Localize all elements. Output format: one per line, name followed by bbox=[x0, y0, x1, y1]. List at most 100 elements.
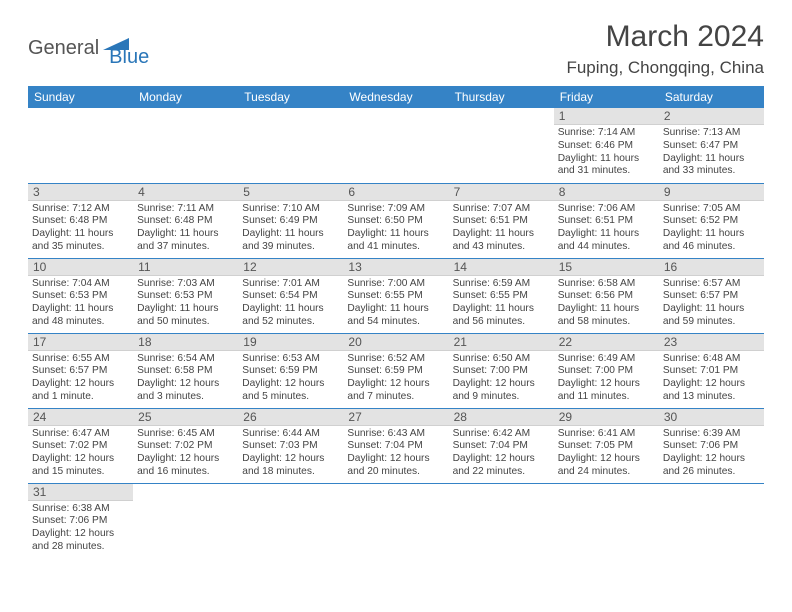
day-details: Sunrise: 7:00 AMSunset: 6:55 PMDaylight:… bbox=[343, 276, 448, 332]
day-number: 13 bbox=[343, 259, 448, 276]
logo: General Blue bbox=[28, 28, 149, 69]
weekday-header: Saturday bbox=[659, 86, 764, 108]
day-number: 5 bbox=[238, 184, 343, 201]
calendar-cell: 7Sunrise: 7:07 AMSunset: 6:51 PMDaylight… bbox=[449, 183, 554, 258]
day-details: Sunrise: 7:04 AMSunset: 6:53 PMDaylight:… bbox=[28, 276, 133, 332]
day-number: 11 bbox=[133, 259, 238, 276]
day-number: 12 bbox=[238, 259, 343, 276]
calendar-row: 31Sunrise: 6:38 AMSunset: 7:06 PMDayligh… bbox=[28, 483, 764, 558]
location: Fuping, Chongqing, China bbox=[566, 58, 764, 78]
day-number: 2 bbox=[659, 108, 764, 125]
weekday-header: Thursday bbox=[449, 86, 554, 108]
day-number: 1 bbox=[554, 108, 659, 125]
calendar-row: 10Sunrise: 7:04 AMSunset: 6:53 PMDayligh… bbox=[28, 258, 764, 333]
day-number: 4 bbox=[133, 184, 238, 201]
day-details: Sunrise: 7:03 AMSunset: 6:53 PMDaylight:… bbox=[133, 276, 238, 332]
day-details: Sunrise: 7:09 AMSunset: 6:50 PMDaylight:… bbox=[343, 201, 448, 257]
day-number: 20 bbox=[343, 334, 448, 351]
day-number: 16 bbox=[659, 259, 764, 276]
calendar-cell: 27Sunrise: 6:43 AMSunset: 7:04 PMDayligh… bbox=[343, 408, 448, 483]
day-details: Sunrise: 6:49 AMSunset: 7:00 PMDaylight:… bbox=[554, 351, 659, 407]
calendar-cell bbox=[554, 483, 659, 558]
day-details: Sunrise: 7:13 AMSunset: 6:47 PMDaylight:… bbox=[659, 125, 764, 181]
calendar-cell: 12Sunrise: 7:01 AMSunset: 6:54 PMDayligh… bbox=[238, 258, 343, 333]
calendar-cell bbox=[238, 108, 343, 183]
calendar-cell: 1Sunrise: 7:14 AMSunset: 6:46 PMDaylight… bbox=[554, 108, 659, 183]
calendar-cell: 16Sunrise: 6:57 AMSunset: 6:57 PMDayligh… bbox=[659, 258, 764, 333]
calendar-cell: 23Sunrise: 6:48 AMSunset: 7:01 PMDayligh… bbox=[659, 333, 764, 408]
day-number: 23 bbox=[659, 334, 764, 351]
calendar-cell bbox=[343, 483, 448, 558]
day-number: 17 bbox=[28, 334, 133, 351]
day-number: 6 bbox=[343, 184, 448, 201]
calendar-cell bbox=[343, 108, 448, 183]
day-details: Sunrise: 7:10 AMSunset: 6:49 PMDaylight:… bbox=[238, 201, 343, 257]
calendar-cell: 20Sunrise: 6:52 AMSunset: 6:59 PMDayligh… bbox=[343, 333, 448, 408]
day-details: Sunrise: 6:53 AMSunset: 6:59 PMDaylight:… bbox=[238, 351, 343, 407]
calendar-cell: 14Sunrise: 6:59 AMSunset: 6:55 PMDayligh… bbox=[449, 258, 554, 333]
calendar-cell: 9Sunrise: 7:05 AMSunset: 6:52 PMDaylight… bbox=[659, 183, 764, 258]
weekday-header: Sunday bbox=[28, 86, 133, 108]
day-details: Sunrise: 6:45 AMSunset: 7:02 PMDaylight:… bbox=[133, 426, 238, 482]
calendar-cell: 30Sunrise: 6:39 AMSunset: 7:06 PMDayligh… bbox=[659, 408, 764, 483]
calendar-row: 3Sunrise: 7:12 AMSunset: 6:48 PMDaylight… bbox=[28, 183, 764, 258]
calendar-cell: 18Sunrise: 6:54 AMSunset: 6:58 PMDayligh… bbox=[133, 333, 238, 408]
day-details: Sunrise: 6:59 AMSunset: 6:55 PMDaylight:… bbox=[449, 276, 554, 332]
day-details: Sunrise: 6:47 AMSunset: 7:02 PMDaylight:… bbox=[28, 426, 133, 482]
day-details: Sunrise: 7:07 AMSunset: 6:51 PMDaylight:… bbox=[449, 201, 554, 257]
month-title: March 2024 bbox=[566, 20, 764, 54]
day-number: 18 bbox=[133, 334, 238, 351]
calendar-cell bbox=[659, 483, 764, 558]
day-number: 22 bbox=[554, 334, 659, 351]
day-number: 3 bbox=[28, 184, 133, 201]
calendar-cell bbox=[133, 483, 238, 558]
day-number: 10 bbox=[28, 259, 133, 276]
calendar-cell: 24Sunrise: 6:47 AMSunset: 7:02 PMDayligh… bbox=[28, 408, 133, 483]
day-details: Sunrise: 6:44 AMSunset: 7:03 PMDaylight:… bbox=[238, 426, 343, 482]
calendar-cell: 28Sunrise: 6:42 AMSunset: 7:04 PMDayligh… bbox=[449, 408, 554, 483]
day-details: Sunrise: 7:06 AMSunset: 6:51 PMDaylight:… bbox=[554, 201, 659, 257]
day-number: 31 bbox=[28, 484, 133, 501]
day-number: 8 bbox=[554, 184, 659, 201]
calendar-cell: 17Sunrise: 6:55 AMSunset: 6:57 PMDayligh… bbox=[28, 333, 133, 408]
logo-text-blue: Blue bbox=[109, 46, 149, 69]
calendar-cell: 13Sunrise: 7:00 AMSunset: 6:55 PMDayligh… bbox=[343, 258, 448, 333]
calendar-cell bbox=[133, 108, 238, 183]
calendar-cell: 29Sunrise: 6:41 AMSunset: 7:05 PMDayligh… bbox=[554, 408, 659, 483]
calendar-cell: 15Sunrise: 6:58 AMSunset: 6:56 PMDayligh… bbox=[554, 258, 659, 333]
day-details: Sunrise: 6:52 AMSunset: 6:59 PMDaylight:… bbox=[343, 351, 448, 407]
calendar-cell: 11Sunrise: 7:03 AMSunset: 6:53 PMDayligh… bbox=[133, 258, 238, 333]
calendar-row: 24Sunrise: 6:47 AMSunset: 7:02 PMDayligh… bbox=[28, 408, 764, 483]
day-number: 27 bbox=[343, 409, 448, 426]
calendar-table: Sunday Monday Tuesday Wednesday Thursday… bbox=[28, 86, 764, 558]
day-number: 14 bbox=[449, 259, 554, 276]
calendar-cell: 5Sunrise: 7:10 AMSunset: 6:49 PMDaylight… bbox=[238, 183, 343, 258]
calendar-cell: 3Sunrise: 7:12 AMSunset: 6:48 PMDaylight… bbox=[28, 183, 133, 258]
day-details: Sunrise: 6:57 AMSunset: 6:57 PMDaylight:… bbox=[659, 276, 764, 332]
weekday-header: Wednesday bbox=[343, 86, 448, 108]
calendar-cell: 31Sunrise: 6:38 AMSunset: 7:06 PMDayligh… bbox=[28, 483, 133, 558]
title-block: March 2024 Fuping, Chongqing, China bbox=[566, 20, 764, 78]
calendar-cell bbox=[238, 483, 343, 558]
calendar-cell: 26Sunrise: 6:44 AMSunset: 7:03 PMDayligh… bbox=[238, 408, 343, 483]
day-number: 26 bbox=[238, 409, 343, 426]
logo-text-general: General bbox=[28, 37, 99, 60]
calendar-cell bbox=[28, 108, 133, 183]
day-details: Sunrise: 6:42 AMSunset: 7:04 PMDaylight:… bbox=[449, 426, 554, 482]
calendar-cell: 19Sunrise: 6:53 AMSunset: 6:59 PMDayligh… bbox=[238, 333, 343, 408]
calendar-cell: 2Sunrise: 7:13 AMSunset: 6:47 PMDaylight… bbox=[659, 108, 764, 183]
weekday-header: Tuesday bbox=[238, 86, 343, 108]
day-number: 30 bbox=[659, 409, 764, 426]
day-details: Sunrise: 7:01 AMSunset: 6:54 PMDaylight:… bbox=[238, 276, 343, 332]
day-details: Sunrise: 6:50 AMSunset: 7:00 PMDaylight:… bbox=[449, 351, 554, 407]
day-details: Sunrise: 6:39 AMSunset: 7:06 PMDaylight:… bbox=[659, 426, 764, 482]
day-number: 24 bbox=[28, 409, 133, 426]
calendar-cell: 8Sunrise: 7:06 AMSunset: 6:51 PMDaylight… bbox=[554, 183, 659, 258]
weekday-header-row: Sunday Monday Tuesday Wednesday Thursday… bbox=[28, 86, 764, 108]
weekday-header: Friday bbox=[554, 86, 659, 108]
day-number: 7 bbox=[449, 184, 554, 201]
calendar-row: 17Sunrise: 6:55 AMSunset: 6:57 PMDayligh… bbox=[28, 333, 764, 408]
day-details: Sunrise: 7:14 AMSunset: 6:46 PMDaylight:… bbox=[554, 125, 659, 181]
day-details: Sunrise: 6:55 AMSunset: 6:57 PMDaylight:… bbox=[28, 351, 133, 407]
calendar-cell: 10Sunrise: 7:04 AMSunset: 6:53 PMDayligh… bbox=[28, 258, 133, 333]
